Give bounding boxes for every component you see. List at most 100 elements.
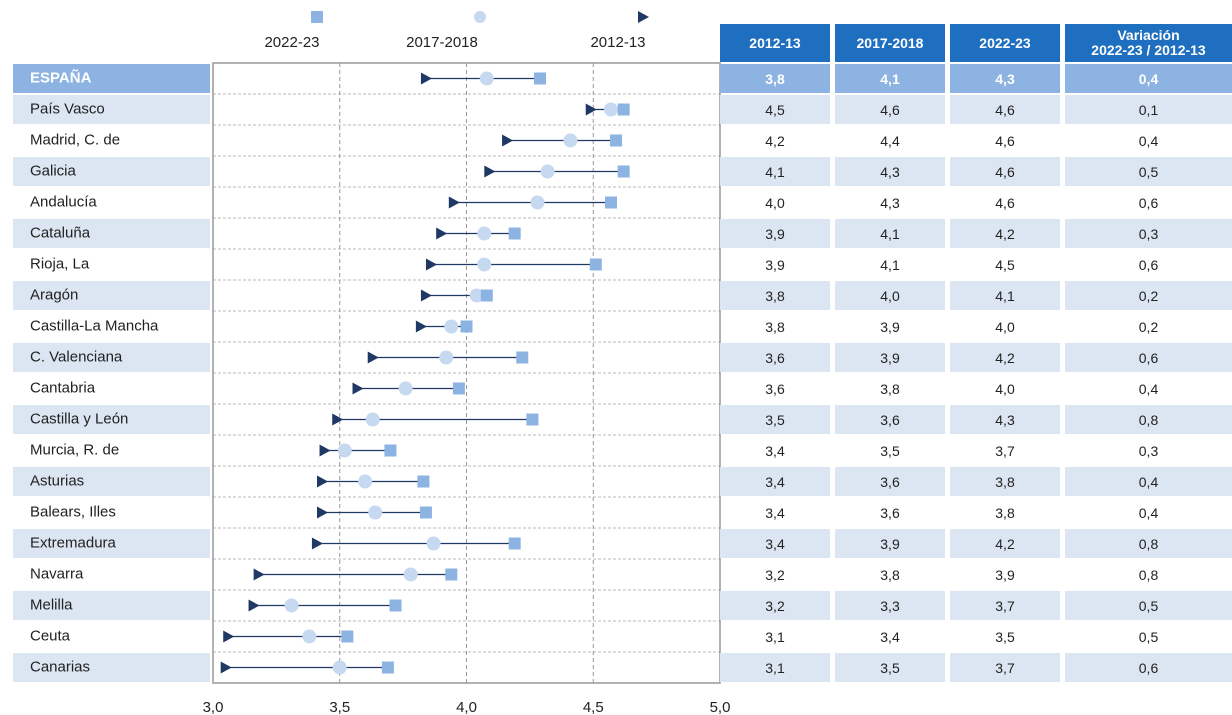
table-cell: 0,1	[1065, 95, 1232, 124]
table-cell: 3,8	[765, 318, 785, 335]
table-cell: 4,3	[880, 194, 900, 211]
marker-circle	[477, 226, 492, 241]
row-band	[13, 529, 210, 558]
table-cell: 3,9	[720, 219, 830, 248]
marker-circle	[337, 443, 352, 458]
row-label: Andalucía	[30, 193, 97, 210]
table-cell: 3,6	[835, 467, 945, 496]
table-cell: 4,1	[880, 256, 900, 273]
marker-circle	[365, 412, 380, 427]
table-cell: 3,7	[950, 653, 1060, 682]
marker-triangle	[223, 630, 235, 643]
marker-square	[516, 351, 529, 364]
marker-triangle	[484, 165, 496, 178]
legend-marker	[311, 11, 323, 23]
table-cell: 3,6	[835, 405, 945, 434]
table-cell: 0,2	[1138, 318, 1159, 335]
row-band	[13, 467, 210, 496]
marker-square	[610, 134, 623, 147]
legend-label: 2012-13	[590, 34, 645, 51]
table-header: 2012-13	[720, 24, 830, 62]
table-cell: 3,4	[765, 442, 785, 459]
row-label: Madrid, C. de	[30, 131, 120, 148]
marker-square	[384, 444, 397, 457]
x-tick-label: 4,0	[456, 699, 477, 715]
table-cell: 3,9	[995, 566, 1015, 583]
row-label: Aragón	[30, 286, 78, 303]
row-label: Canarias	[30, 658, 90, 675]
table-cell: 4,1	[720, 157, 830, 186]
row-band	[13, 281, 210, 310]
table-cell: 4,2	[950, 219, 1060, 248]
table-cell: 0,8	[1065, 529, 1232, 558]
table-cell: 3,6	[765, 380, 785, 397]
marker-square	[445, 568, 458, 581]
marker-square	[534, 72, 547, 85]
x-tick-label: 4,5	[583, 699, 604, 715]
row-band	[13, 343, 210, 372]
row-label: Rioja, La	[30, 255, 90, 272]
table-cell: 3,4	[720, 467, 830, 496]
table-cell: 3,2	[720, 591, 830, 620]
table-cell: 4,6	[835, 95, 945, 124]
table-cell: 3,6	[880, 504, 900, 521]
table-cell: 4,6	[995, 194, 1015, 211]
marker-circle	[302, 629, 317, 644]
marker-circle	[398, 381, 413, 396]
marker-triangle	[585, 103, 597, 116]
marker-circle	[439, 350, 454, 365]
row-label: Asturias	[30, 472, 84, 489]
table-cell: 0,5	[1065, 591, 1232, 620]
marker-triangle	[317, 506, 329, 519]
row-label: Extremadura	[30, 534, 117, 551]
x-tick-label: 3,0	[203, 699, 224, 715]
marker-triangle	[248, 599, 260, 612]
table-cell: 0,6	[1065, 343, 1232, 372]
marker-square	[617, 165, 630, 178]
table-cell: 3,4	[880, 628, 900, 645]
table-cell: 0,4	[1138, 504, 1159, 521]
row-band	[13, 219, 210, 248]
marker-triangle	[332, 413, 344, 426]
row-label: Balears, Illes	[30, 503, 116, 520]
table-cell: 0,6	[1065, 653, 1232, 682]
row-band	[13, 95, 210, 124]
table-cell: 3,7	[995, 442, 1015, 459]
row-band	[13, 591, 210, 620]
marker-circle	[426, 536, 441, 551]
plot-border	[212, 62, 721, 684]
table-cell: 4,2	[765, 132, 785, 149]
marker-circle	[368, 505, 383, 520]
table-cell: 0,5	[1138, 628, 1159, 645]
marker-triangle	[415, 320, 427, 333]
marker-circle	[358, 474, 373, 489]
marker-circle	[444, 319, 459, 334]
table-cell: 0,3	[1138, 442, 1159, 459]
x-tick-label: 5,0	[710, 699, 731, 715]
table-cell: 3,8	[720, 64, 830, 93]
marker-triangle	[319, 444, 331, 457]
table-header: Variación 2022-23 / 2012-13	[1065, 24, 1232, 62]
table-cell: 4,0	[995, 318, 1015, 335]
table-cell: 3,9	[835, 529, 945, 558]
table-cell: 0,4	[1065, 467, 1232, 496]
table-header: 2022-23	[950, 24, 1060, 62]
legend-label: 2017-2018	[406, 34, 478, 51]
table-cell: 3,5	[835, 653, 945, 682]
marker-triangle	[420, 289, 432, 302]
table-cell: 3,4	[765, 504, 785, 521]
table-cell: 0,4	[1065, 64, 1232, 93]
table-cell: 4,3	[950, 64, 1060, 93]
marker-square	[389, 599, 402, 612]
marker-triangle	[253, 568, 265, 581]
marker-square	[452, 382, 465, 395]
table-cell: 3,5	[880, 442, 900, 459]
marker-circle	[530, 195, 545, 210]
legend-label: 2022-23	[264, 34, 319, 51]
table-cell: 4,1	[835, 64, 945, 93]
table-cell: 4,0	[835, 281, 945, 310]
table-cell: 4,6	[995, 132, 1015, 149]
table-cell: 3,6	[720, 343, 830, 372]
